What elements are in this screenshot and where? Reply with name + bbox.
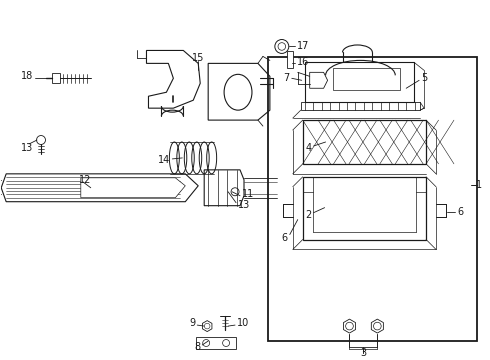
Text: 3: 3	[360, 348, 367, 358]
Text: 17: 17	[297, 41, 309, 51]
Text: 8: 8	[194, 342, 200, 352]
Text: 5: 5	[421, 73, 427, 83]
Text: 10: 10	[237, 318, 249, 328]
Text: 11: 11	[242, 189, 254, 199]
Bar	[268, 57, 477, 341]
Text: 16: 16	[297, 57, 309, 67]
Polygon shape	[196, 337, 236, 349]
Polygon shape	[343, 319, 356, 333]
Polygon shape	[371, 319, 383, 333]
Text: 9: 9	[189, 318, 195, 328]
Text: 15: 15	[192, 53, 204, 63]
Polygon shape	[287, 51, 293, 68]
Text: 7: 7	[284, 73, 290, 83]
Polygon shape	[81, 178, 185, 198]
Text: 2: 2	[305, 210, 312, 220]
Text: 4: 4	[306, 143, 312, 153]
Text: 6: 6	[457, 207, 463, 217]
Text: 6: 6	[282, 233, 288, 243]
Text: 1: 1	[476, 180, 482, 190]
Text: 18: 18	[21, 71, 33, 81]
Text: 14: 14	[158, 155, 171, 165]
Text: 13: 13	[21, 143, 33, 153]
Text: 12: 12	[79, 175, 91, 185]
Text: 13: 13	[238, 200, 250, 210]
Polygon shape	[202, 321, 212, 332]
Polygon shape	[52, 73, 60, 83]
